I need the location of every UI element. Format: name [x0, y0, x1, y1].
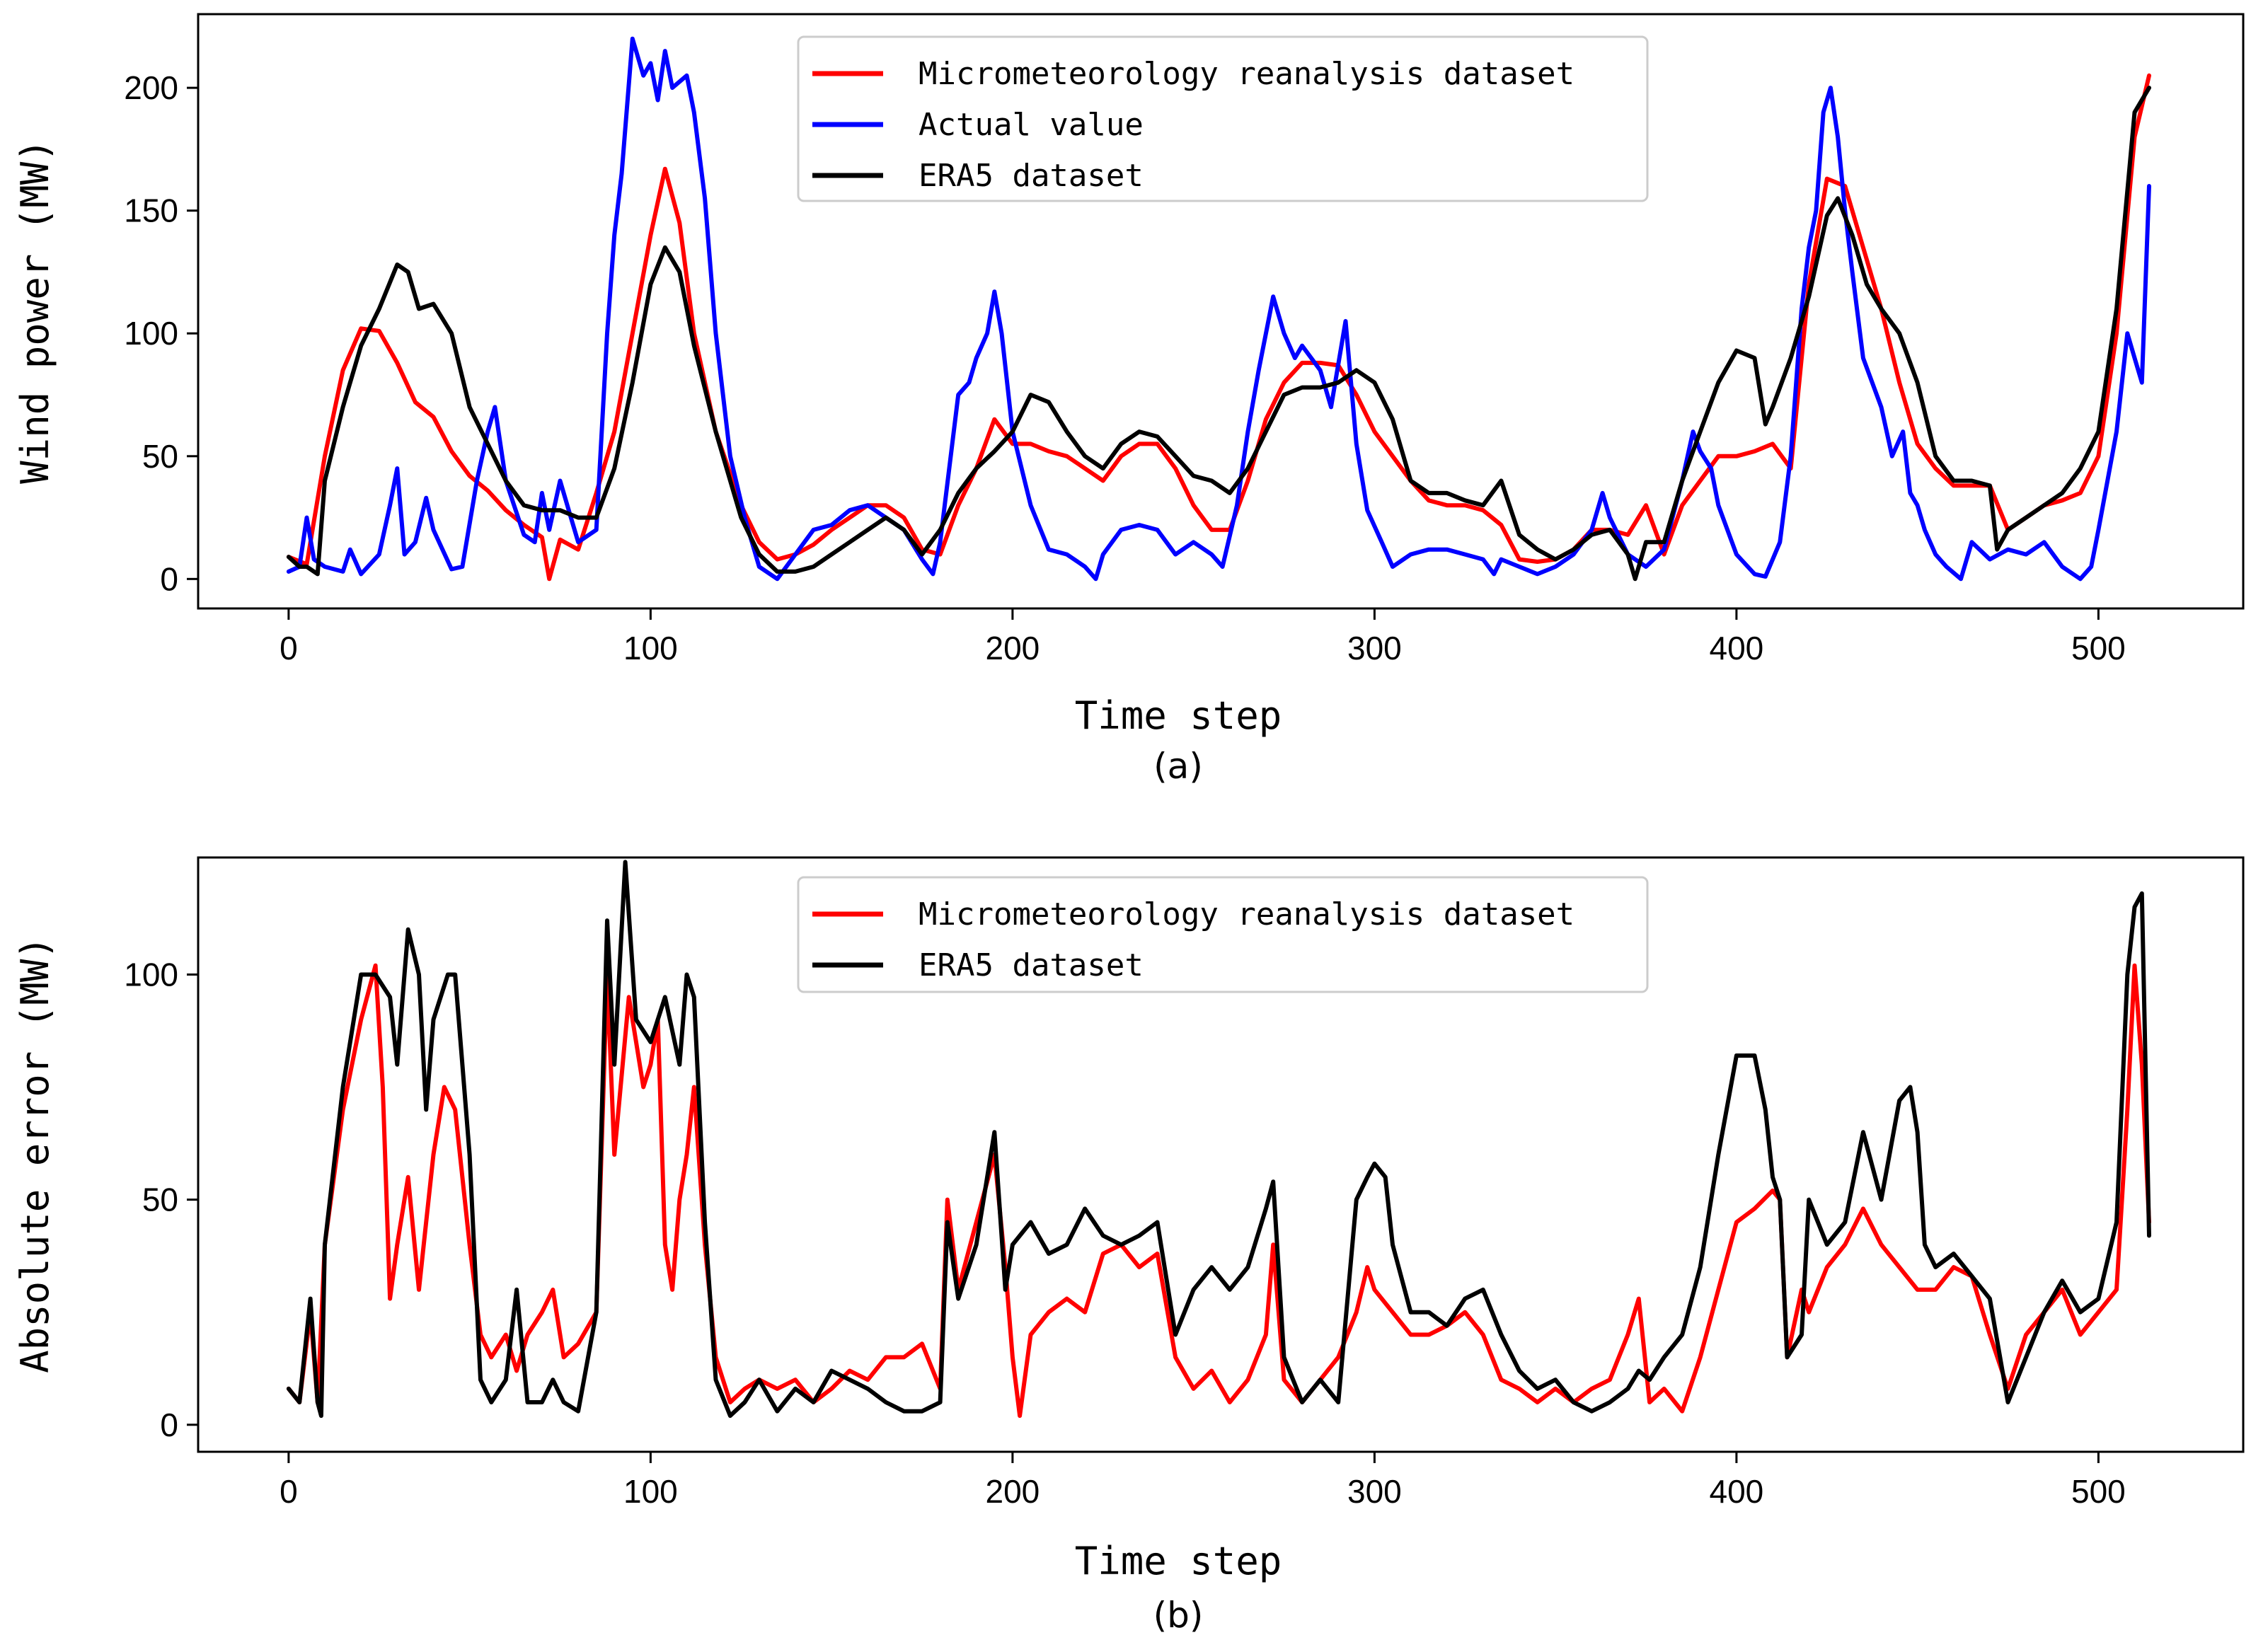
- y-tick-label: 50: [142, 438, 178, 475]
- y-tick-label: 0: [160, 560, 178, 597]
- x-axis-label: Time step: [1075, 693, 1282, 738]
- legend: Micrometeorology reanalysis dataset Actua…: [797, 35, 1649, 202]
- x-tick-label: 400: [1710, 630, 1764, 666]
- plot-frame: [197, 856, 2245, 1453]
- x-tick-label: 200: [986, 630, 1040, 666]
- series-line-era5-dataset: [286, 86, 2151, 582]
- y-axis-label: Wind power (MW): [13, 139, 57, 484]
- x-tick-label: 0: [280, 630, 298, 666]
- x-tick-label: 400: [1710, 1473, 1764, 1510]
- legend-label-micrometeorology-reanalysis-dataset: Micrometeorology reanalysis dataset: [919, 56, 1574, 92]
- x-tick-label: 300: [1347, 630, 1402, 666]
- legend-box: [797, 876, 1649, 993]
- x-tick-label: 500: [2071, 630, 2126, 666]
- x-axis-label: Time step: [1075, 1539, 1282, 1583]
- panel-a: 0 100 200 300 400 500 0 50 100 150 200 Time step (a)…: [13, 13, 2245, 787]
- panel-caption: (b): [1153, 1595, 1204, 1636]
- panel-caption: (a): [1153, 746, 1203, 787]
- x-tick-label: 300: [1347, 1473, 1402, 1510]
- legend-label-era5-dataset: ERA5 dataset: [919, 947, 1144, 983]
- x-tick-label: 200: [986, 1473, 1040, 1510]
- legend-label-micrometeorology-reanalysis-dataset: Micrometeorology reanalysis dataset: [919, 896, 1574, 932]
- x-tick-label: 100: [623, 1473, 678, 1510]
- y-axis-label: Absolute error (MW): [13, 936, 57, 1373]
- x-tick-label: 100: [623, 630, 678, 666]
- y-tick-label: 200: [124, 69, 178, 106]
- y-tick-label: 50: [142, 1182, 178, 1218]
- series-line-actual-value: [286, 36, 2151, 582]
- y-tick-label: 0: [160, 1406, 178, 1443]
- y-tick-label: 150: [124, 192, 178, 229]
- plot-frame: [197, 13, 2245, 610]
- panel-b: 0 100 200 300 400 500 0 50 100 Time step (b) Absolu…: [13, 856, 2245, 1636]
- series-group: [286, 860, 2151, 1419]
- legend: Micrometeorology reanalysis dataset ERA5 …: [797, 876, 1649, 993]
- legend-label-actual-value: Actual value: [919, 107, 1144, 143]
- legend-label-era5-dataset: ERA5 dataset: [919, 158, 1144, 194]
- series-group: [286, 36, 2151, 582]
- x-tick-label: 500: [2071, 1473, 2126, 1510]
- series-line-era5-dataset: [286, 860, 2151, 1419]
- legend-box: [797, 35, 1649, 202]
- series-line-micrometeorology-reanalysis-dataset: [286, 73, 2151, 582]
- x-tick-label: 0: [280, 1473, 298, 1510]
- y-tick-label: 100: [124, 956, 178, 993]
- y-tick-label: 100: [124, 315, 178, 352]
